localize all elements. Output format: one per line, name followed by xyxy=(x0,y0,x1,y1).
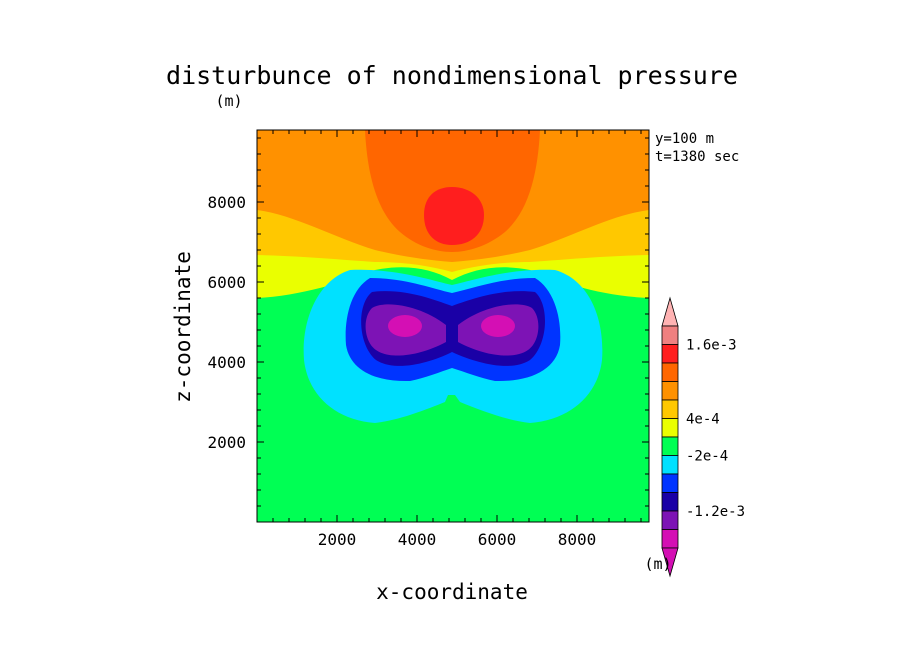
colorbar-tick-label: -2e-4 xyxy=(686,449,728,465)
colorbar-swatch xyxy=(661,455,679,475)
colorbar-unit-label: (m) xyxy=(644,555,671,573)
annotation-y: y=100 m xyxy=(655,131,714,147)
colorbar-tick-label: -1.2e-3 xyxy=(686,504,745,520)
low-cell-left xyxy=(388,315,422,337)
axis-ticks: 2000 4000 6000 8000 2000 4000 6000 8000 xyxy=(207,130,649,549)
colorbar-swatch xyxy=(661,362,679,382)
colorbar-swatch xyxy=(661,473,679,493)
y-tick-label: 8000 xyxy=(207,193,246,212)
colorbar-tick-label: 1.6e-3 xyxy=(686,338,737,354)
colorbar-swatch xyxy=(661,399,679,419)
y-tick-label: 6000 xyxy=(207,273,246,292)
annotation-t: t=1380 sec xyxy=(655,149,739,165)
y-unit-label: (m) xyxy=(215,92,242,110)
plot-area xyxy=(257,130,649,522)
x-tick-label: 2000 xyxy=(318,530,357,549)
plot-frame xyxy=(256,129,650,523)
x-axis-title: x-coordinate xyxy=(376,580,528,604)
colorbar-swatch xyxy=(661,529,679,549)
colorbar-swatch xyxy=(661,325,679,345)
colorbar-swatch xyxy=(661,344,679,364)
x-tick-label: 6000 xyxy=(478,530,517,549)
x-tick-label: 8000 xyxy=(558,530,597,549)
colorbar-tick-label: 4e-4 xyxy=(686,412,720,428)
chart-title: disturbunce of nondimensional pressure xyxy=(166,61,738,90)
colorbar-swatch xyxy=(661,436,679,456)
colorbar-swatch xyxy=(661,381,679,401)
colorbar: -1.2e-3 -2e-4 4e-4 1.6e-3 xyxy=(661,296,745,578)
high-pressure-cell xyxy=(424,187,484,245)
colorbar-swatch xyxy=(661,418,679,438)
y-tick-label: 4000 xyxy=(207,353,246,372)
colorbar-extend-top xyxy=(661,296,679,327)
colorbar-swatch xyxy=(661,492,679,512)
y-tick-label: 2000 xyxy=(207,433,246,452)
low-cell-right xyxy=(481,315,515,337)
colorbar-swatch xyxy=(661,510,679,530)
y-axis-title: z-coordinate xyxy=(171,251,195,403)
colorbar-extend-bottom xyxy=(661,547,679,578)
x-tick-label: 4000 xyxy=(398,530,437,549)
